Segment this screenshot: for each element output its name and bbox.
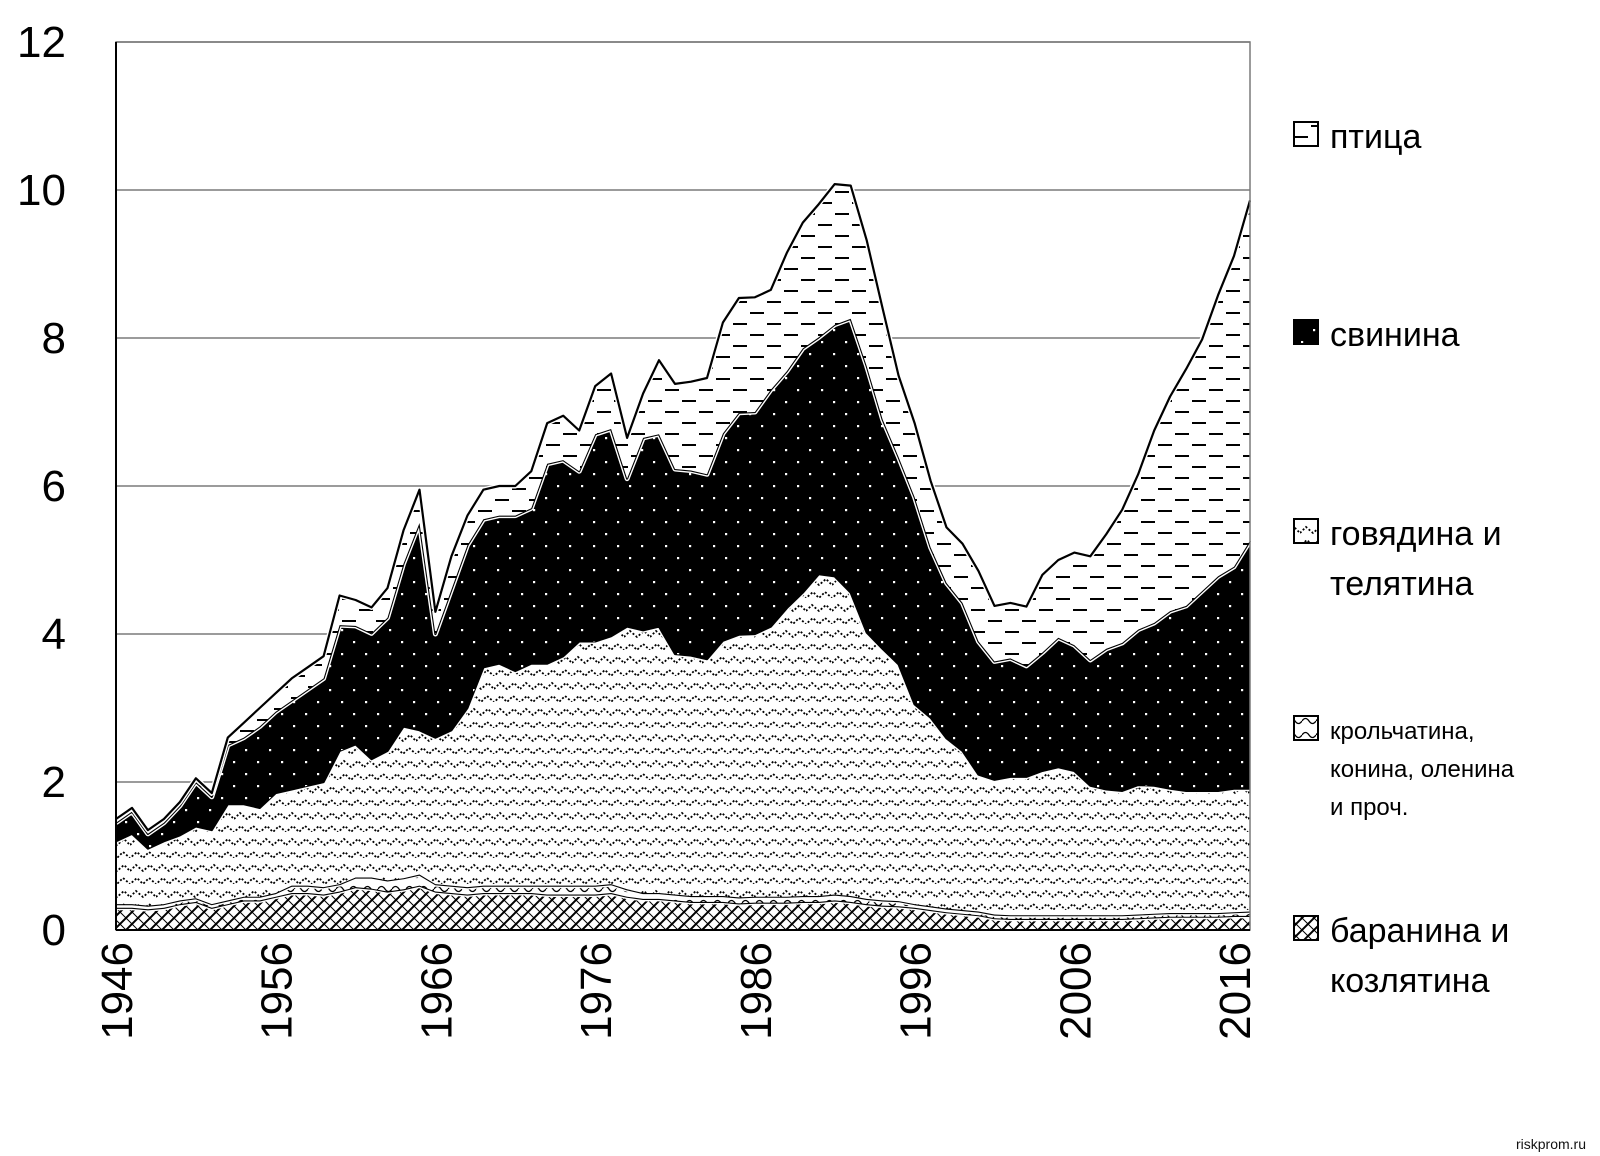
area-series-4 [116,318,1250,849]
y-tick-label: 0 [42,906,66,955]
legend-item: крольчатина, конина, оленина и проч. [1293,715,1515,821]
legend-label: свинина [1330,316,1460,354]
x-tick-label: 1986 [732,942,781,1040]
legend-item: свинина [1293,316,1460,354]
legend-swatch [1293,715,1319,741]
x-tick-label: 1956 [253,942,302,1040]
legend-swatch [1293,121,1319,147]
y-tick-label: 10 [17,166,66,215]
y-tick-label: 12 [17,18,66,67]
x-tick-label: 2006 [1051,942,1100,1040]
axes [115,41,1251,931]
x-tick-label: 1996 [892,942,941,1040]
y-axis-ticks: 0 2 4 6 8 10 12 [17,18,66,955]
legend-item: говядина и телятина [1293,515,1502,603]
x-tick-label: 2016 [1211,942,1260,1040]
y-tick-label: 2 [42,758,66,807]
legend: птица свинина говядина и телятина крольчатин… [1293,118,1515,1000]
area-series-3 [116,574,1250,916]
area-layers [114,181,1253,930]
area-series-edge [115,183,1252,832]
y-tick-label: 6 [42,462,66,511]
legend-swatch [1293,915,1319,941]
legend-label: крольчатина, конина, оленина и проч. [1330,718,1515,821]
x-tick-label: 1946 [93,942,142,1040]
legend-swatch [1293,518,1319,544]
x-axis-ticks: 1946 1956 1966 1976 1986 1996 2006 2016 [93,942,1260,1040]
x-tick-label: 1966 [412,942,461,1040]
legend-item: птица [1293,118,1421,156]
y-tick-label: 4 [42,610,66,659]
y-tick-label: 8 [42,314,66,363]
legend-swatch [1293,319,1319,345]
x-tick-label: 1976 [572,942,621,1040]
legend-label: птица [1330,118,1421,156]
legend-label: баранина и козлятина [1330,912,1509,1000]
legend-item: баранина и козлятина [1293,912,1509,1000]
legend-label: говядина и телятина [1330,515,1502,603]
watermark: riskprom.ru [1515,1136,1586,1152]
area-series-1 [116,885,1250,930]
